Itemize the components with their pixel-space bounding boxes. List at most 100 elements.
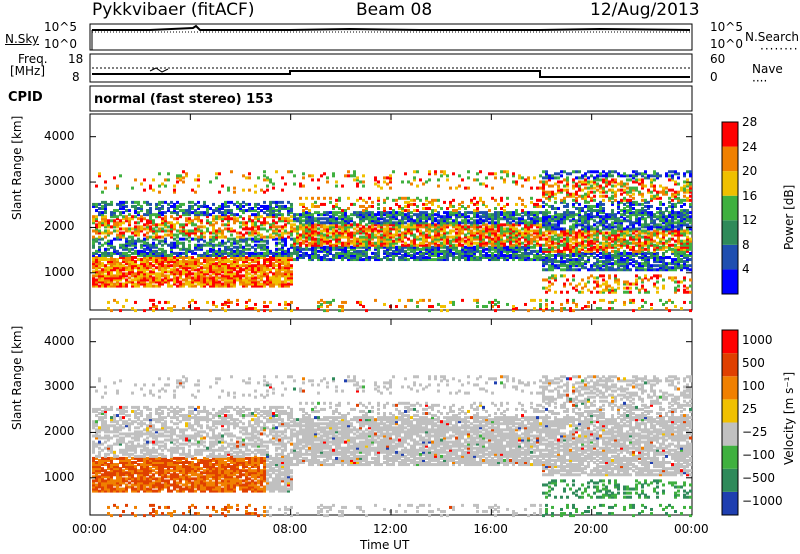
power-cell	[581, 286, 584, 290]
power-cell	[239, 207, 242, 211]
power-cell	[533, 249, 536, 253]
power-cell	[113, 282, 116, 286]
power-cell	[311, 223, 314, 227]
power-cell	[92, 266, 95, 270]
power-cell	[617, 251, 620, 255]
power-cell	[611, 227, 614, 231]
power-cell	[563, 233, 566, 237]
power-cell	[530, 213, 533, 217]
power-cell	[131, 278, 134, 282]
power-cell	[104, 209, 107, 213]
power-cell	[542, 262, 545, 266]
power-cell	[143, 276, 146, 280]
power-cell	[263, 239, 266, 243]
power-cell	[521, 215, 524, 219]
power-cell	[125, 258, 128, 262]
power-cell	[287, 247, 290, 251]
power-cell	[131, 235, 134, 239]
power-cell	[242, 233, 245, 237]
power-cell	[464, 239, 467, 243]
power-cell	[455, 235, 458, 239]
power-cell	[227, 217, 230, 221]
power-cell	[311, 256, 314, 260]
power-cell	[530, 298, 533, 302]
power-cell	[449, 217, 452, 221]
power-cell	[92, 253, 95, 257]
power-cell	[290, 309, 293, 313]
power-cell	[107, 278, 110, 282]
power-cell	[407, 202, 410, 206]
power-cell	[173, 266, 176, 270]
power-cell	[185, 264, 188, 268]
power-cell	[308, 217, 311, 221]
power-cell	[608, 290, 611, 294]
power-cell	[212, 280, 215, 284]
power-cell	[152, 258, 155, 262]
power-cell	[470, 231, 473, 235]
power-cell	[239, 258, 242, 262]
power-cell	[353, 202, 356, 206]
power-cell	[452, 172, 455, 176]
power-cell	[221, 239, 224, 243]
power-cell	[347, 251, 350, 255]
power-cell	[347, 170, 350, 174]
power-cell	[323, 233, 326, 237]
power-cell	[212, 227, 215, 231]
power-cell	[542, 260, 545, 264]
power-cell	[572, 217, 575, 221]
power-cell	[536, 221, 539, 225]
power-cell	[551, 262, 554, 266]
power-cell	[317, 204, 320, 208]
power-cell	[107, 233, 110, 237]
power-cell	[602, 237, 605, 241]
power-cell	[497, 215, 500, 219]
power-cell	[311, 196, 314, 200]
power-cell	[437, 247, 440, 251]
power-cell	[296, 213, 299, 217]
power-cell	[572, 264, 575, 268]
power-cell	[188, 217, 191, 221]
power-cell	[560, 260, 563, 264]
power-cell	[617, 239, 620, 243]
power-cell	[128, 268, 131, 272]
power-cell	[569, 307, 572, 311]
power-cell	[527, 241, 530, 245]
power-cell	[455, 249, 458, 253]
power-cell	[386, 213, 389, 217]
power-cell	[263, 227, 266, 231]
power-cell	[617, 233, 620, 237]
power-cell	[275, 170, 278, 174]
power-cell	[551, 241, 554, 245]
power-cell	[101, 200, 104, 204]
power-cell	[242, 262, 245, 266]
power-cell	[275, 280, 278, 284]
power-cell	[179, 174, 182, 178]
power-cell	[173, 251, 176, 255]
power-cell	[239, 209, 242, 213]
power-cell	[560, 290, 563, 294]
power-cell	[611, 188, 614, 192]
power-cell	[206, 221, 209, 225]
power-heatmap	[92, 170, 692, 313]
power-cell	[542, 249, 545, 253]
power-cell	[413, 202, 416, 206]
power-cell	[407, 229, 410, 233]
power-cell	[419, 229, 422, 233]
power-cell	[371, 225, 374, 229]
power-cell	[362, 251, 365, 255]
power-cell	[305, 235, 308, 239]
power-cell	[101, 215, 104, 219]
power-cell	[614, 194, 617, 198]
power-cell	[107, 262, 110, 266]
power-cell	[350, 217, 353, 221]
power-cell	[290, 270, 293, 274]
power-cell	[245, 258, 248, 262]
power-cell	[461, 221, 464, 225]
power-cell	[488, 239, 491, 243]
power-cell	[377, 184, 380, 188]
power-cell	[170, 245, 173, 249]
power-cell	[116, 202, 119, 206]
power-cell	[545, 233, 548, 237]
power-cell	[209, 266, 212, 270]
power-cell	[602, 186, 605, 190]
